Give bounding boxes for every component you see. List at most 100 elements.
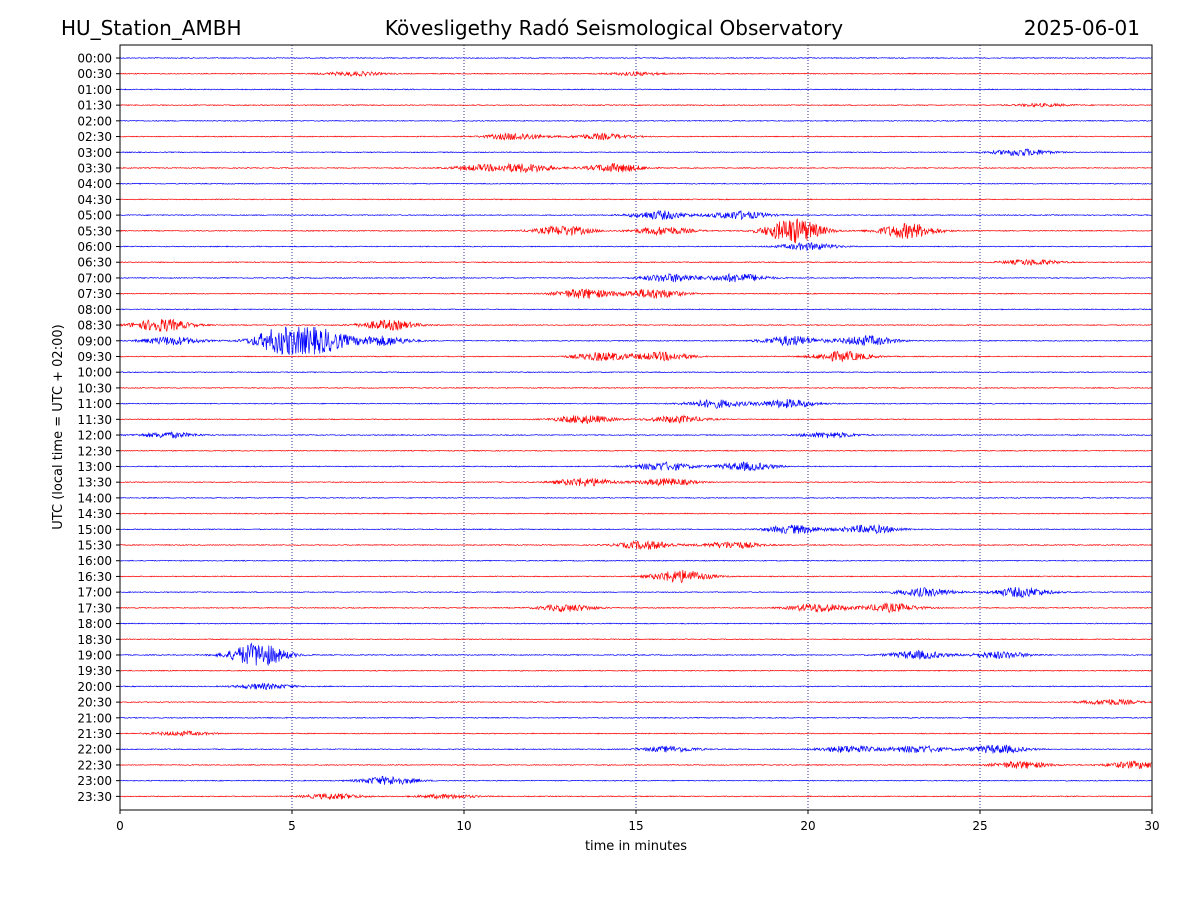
trace-0730 xyxy=(119,288,1152,299)
trace-0900 xyxy=(119,326,1152,355)
y-tick-label: 09:30 xyxy=(77,350,112,364)
y-tick-label: 17:00 xyxy=(77,586,112,600)
trace-0300 xyxy=(119,148,1152,157)
y-tick-label: 10:00 xyxy=(77,366,112,380)
y-tick-label: 13:00 xyxy=(77,460,112,474)
trace-0000 xyxy=(119,56,1152,60)
trace-2330 xyxy=(119,793,1152,801)
trace-1330 xyxy=(119,477,1152,487)
trace-2300 xyxy=(119,775,1152,786)
y-tick-label: 23:00 xyxy=(77,774,112,788)
x-axis-label: time in minutes xyxy=(585,839,687,854)
trace-1800 xyxy=(119,622,1152,625)
x-tick-label: 0 xyxy=(116,819,124,833)
y-tick-label: 12:00 xyxy=(77,429,112,443)
trace-0800 xyxy=(119,308,1152,311)
trace-1900 xyxy=(119,642,1152,667)
trace-2030 xyxy=(119,698,1152,706)
trace-1030 xyxy=(119,386,1152,389)
trace-1230 xyxy=(119,449,1152,452)
y-tick-label: 22:00 xyxy=(77,743,112,757)
trace-0400 xyxy=(119,182,1152,185)
trace-1930 xyxy=(119,669,1152,672)
x-tick-label: 5 xyxy=(288,819,296,833)
y-tick-label: 01:00 xyxy=(77,83,112,97)
y-tick-label: 22:30 xyxy=(77,758,112,772)
trace-2100 xyxy=(119,716,1152,719)
y-tick-label: 13:30 xyxy=(77,476,112,490)
y-tick-label: 20:00 xyxy=(77,680,112,694)
y-tick-label: 10:30 xyxy=(77,381,112,395)
trace-1700 xyxy=(119,586,1152,598)
trace-0930 xyxy=(119,350,1152,362)
trace-0600 xyxy=(119,241,1152,252)
trace-1630 xyxy=(119,569,1152,584)
trace-0030 xyxy=(119,70,1152,78)
x-tick-label: 10 xyxy=(456,819,471,833)
y-tick-label: 08:00 xyxy=(77,303,112,317)
x-axis-ticks: 0 5 10 15 20 25 30 xyxy=(116,810,1160,833)
trace-1400 xyxy=(119,496,1152,499)
trace-1730 xyxy=(119,602,1152,614)
grid-lines xyxy=(291,45,981,810)
y-tick-label: 18:30 xyxy=(77,633,112,647)
y-tick-label: 04:30 xyxy=(77,193,112,207)
y-tick-label: 06:00 xyxy=(77,240,112,254)
trace-0200 xyxy=(119,119,1152,123)
trace-2130 xyxy=(119,730,1152,737)
trace-0130 xyxy=(119,102,1152,108)
trace-1430 xyxy=(119,512,1152,515)
trace-0830 xyxy=(119,318,1152,333)
y-tick-label: 04:00 xyxy=(77,177,112,191)
y-tick-label: 07:30 xyxy=(77,287,112,301)
trace-0430 xyxy=(119,198,1152,201)
trace-2230 xyxy=(119,760,1152,770)
y-tick-label: 11:30 xyxy=(77,413,112,427)
trace-1130 xyxy=(119,414,1152,424)
y-tick-label: 14:30 xyxy=(77,507,112,521)
trace-1830 xyxy=(119,638,1152,641)
y-tick-label: 02:30 xyxy=(77,130,112,144)
trace-1600 xyxy=(119,559,1152,562)
chart-title: Kövesligethy Radó Seismological Observat… xyxy=(384,16,844,40)
trace-1530 xyxy=(119,540,1152,550)
y-tick-label: 15:30 xyxy=(77,539,112,553)
trace-0530 xyxy=(119,218,1152,244)
trace-0500 xyxy=(119,209,1152,221)
date-label: 2025-06-01 xyxy=(1023,16,1140,40)
y-axis-label: UTC (local time = UTC + 02:00) xyxy=(51,324,66,529)
trace-2200 xyxy=(119,744,1152,754)
y-tick-label: 21:30 xyxy=(77,727,112,741)
y-tick-label: 03:00 xyxy=(77,146,112,160)
y-tick-label: 00:30 xyxy=(77,67,112,81)
y-tick-label: 16:00 xyxy=(77,554,112,568)
traces xyxy=(119,56,1152,801)
x-tick-label: 25 xyxy=(972,819,987,833)
trace-0100 xyxy=(119,88,1152,91)
y-tick-label: 06:30 xyxy=(77,256,112,270)
y-tick-label: 03:30 xyxy=(77,161,112,175)
trace-0330 xyxy=(119,162,1152,174)
trace-0630 xyxy=(119,258,1152,266)
y-tick-label: 15:00 xyxy=(77,523,112,537)
y-tick-label: 17:30 xyxy=(77,601,112,615)
y-tick-label: 02:00 xyxy=(77,114,112,128)
y-tick-label: 11:00 xyxy=(77,397,112,411)
station-name: HU_Station_AMBH xyxy=(61,16,242,40)
y-tick-label: 09:00 xyxy=(77,334,112,348)
y-tick-label: 08:30 xyxy=(77,319,112,333)
x-tick-label: 30 xyxy=(1144,819,1159,833)
y-tick-label: 18:00 xyxy=(77,617,112,631)
y-tick-label: 19:00 xyxy=(77,648,112,662)
y-tick-label: 20:30 xyxy=(77,696,112,710)
trace-0700 xyxy=(119,272,1152,283)
trace-1200 xyxy=(119,431,1152,440)
trace-1100 xyxy=(119,398,1152,409)
y-tick-label: 21:00 xyxy=(77,711,112,725)
trace-0230 xyxy=(119,132,1152,141)
y-tick-label: 01:30 xyxy=(77,99,112,113)
trace-2000 xyxy=(119,682,1152,691)
